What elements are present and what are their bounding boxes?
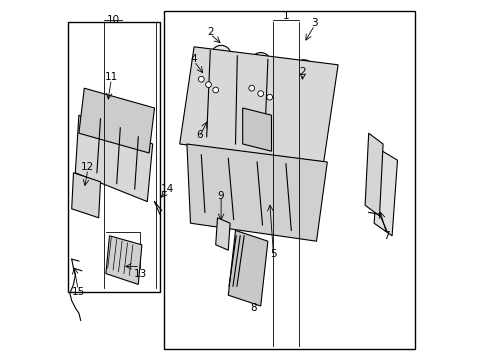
Circle shape xyxy=(248,85,254,91)
Circle shape xyxy=(212,87,218,93)
Ellipse shape xyxy=(211,45,230,65)
Text: 11: 11 xyxy=(104,72,118,82)
FancyBboxPatch shape xyxy=(68,22,160,292)
FancyBboxPatch shape xyxy=(163,11,415,349)
Circle shape xyxy=(266,94,272,100)
Text: 6: 6 xyxy=(196,130,203,140)
Polygon shape xyxy=(79,88,154,153)
Ellipse shape xyxy=(250,53,270,72)
Polygon shape xyxy=(373,149,397,236)
Text: 15: 15 xyxy=(71,287,84,297)
Polygon shape xyxy=(228,230,267,306)
Polygon shape xyxy=(186,144,326,241)
Text: 9: 9 xyxy=(217,191,224,201)
Text: 5: 5 xyxy=(269,249,276,259)
Polygon shape xyxy=(242,108,271,151)
Polygon shape xyxy=(179,47,337,162)
Text: 2: 2 xyxy=(299,67,305,77)
Text: 8: 8 xyxy=(250,303,256,313)
Text: 13: 13 xyxy=(133,269,146,279)
Ellipse shape xyxy=(293,60,313,79)
Polygon shape xyxy=(75,115,152,202)
Text: 14: 14 xyxy=(160,184,173,194)
Polygon shape xyxy=(215,218,230,250)
Text: 1: 1 xyxy=(282,11,288,21)
Text: 3: 3 xyxy=(311,18,317,28)
Circle shape xyxy=(257,91,263,96)
Text: 10: 10 xyxy=(106,15,120,25)
Text: 12: 12 xyxy=(81,162,94,172)
Polygon shape xyxy=(72,173,101,218)
Polygon shape xyxy=(106,236,142,284)
Circle shape xyxy=(198,76,204,82)
Circle shape xyxy=(205,82,211,87)
Text: 4: 4 xyxy=(190,54,197,64)
Text: 2: 2 xyxy=(206,27,213,37)
Text: 7: 7 xyxy=(383,231,389,241)
Polygon shape xyxy=(365,133,382,216)
